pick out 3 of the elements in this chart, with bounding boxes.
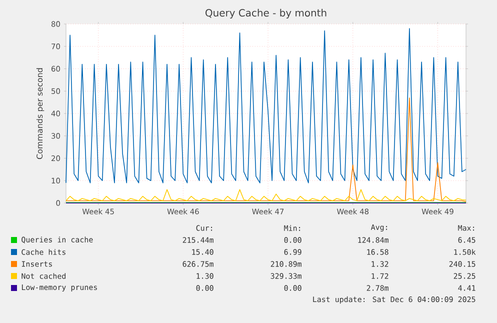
line-series xyxy=(66,28,466,184)
chart-title: Query Cache - by month xyxy=(206,8,326,19)
line-series xyxy=(66,189,466,202)
